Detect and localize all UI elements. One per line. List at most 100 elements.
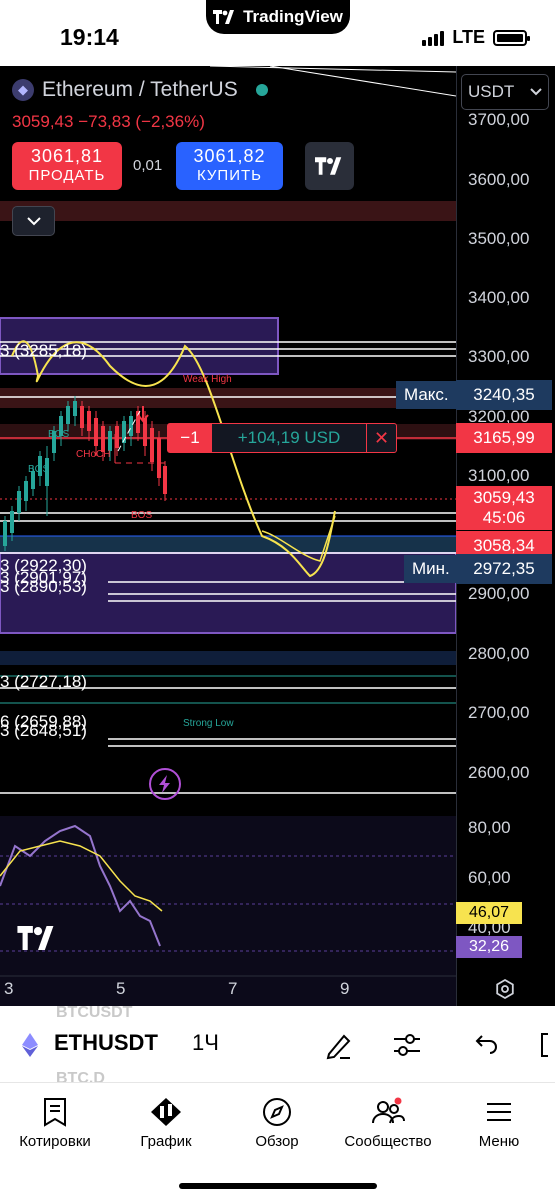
sell-price: 3061,81 (30, 146, 104, 166)
price-tick: 3600,00 (468, 170, 530, 189)
position-line[interactable]: −1 +104,19 USD ✕ (167, 423, 397, 453)
nav-quotes[interactable]: Котировки (0, 1091, 110, 1150)
nav-overview-label: Обзор (255, 1133, 299, 1150)
ethereum-icon: ◆ (12, 79, 34, 101)
quotes-icon (44, 1098, 66, 1127)
change-value: −73,83 (78, 112, 131, 131)
quote-change: 3059,43 −73,83 (−2,36%) (12, 112, 205, 132)
fullscreen-icon[interactable] (534, 1028, 555, 1062)
max-label: Макс. (396, 381, 456, 409)
bottom-nav: Котировки График Обзор Сообщество Меню (0, 1082, 555, 1172)
currency-select[interactable]: USDT (461, 74, 549, 110)
pen-icon[interactable] (322, 1028, 356, 1062)
lightning-icon[interactable] (149, 768, 181, 800)
app-pill: TradingView (206, 0, 350, 34)
chevron-down-icon (530, 88, 542, 96)
clock: 19:14 (60, 24, 119, 50)
market-open-icon (255, 84, 268, 96)
home-indicator[interactable] (179, 1183, 377, 1189)
buy-button[interactable]: 3061,82 КУПИТЬ (176, 142, 283, 190)
position-price-tag: 3165,99 (456, 423, 552, 453)
currency-label: USDT (468, 82, 515, 101)
max-price-tag: 3240,35 (456, 380, 552, 410)
last-price-tag: 3059,43 45:06 (456, 486, 552, 530)
min-price-tag: 2972,35 (456, 554, 552, 584)
compass-icon (263, 1098, 291, 1126)
time-tick: 3 (4, 979, 14, 998)
nav-overview[interactable]: Обзор (222, 1091, 332, 1150)
price-tick: 3300,00 (468, 347, 530, 366)
position-qty[interactable]: −1 (168, 424, 212, 452)
level-label: 3 (2901,97) (0, 568, 87, 587)
bos-label: BOS (48, 429, 70, 440)
status-bar: 19:14 TradingView LTE (0, 0, 555, 66)
status-indicators: LTE (422, 27, 530, 48)
time-tick: 5 (116, 979, 126, 998)
indicator-purple-tag: 32,26 (456, 936, 522, 958)
nav-menu[interactable]: Меню (444, 1091, 554, 1150)
symbol-toolbar: ETHUSDT 1Ч (0, 1024, 555, 1068)
time-tick: 7 (228, 979, 238, 998)
menu-icon (487, 1103, 511, 1121)
sell-label: ПРОДАТЬ (28, 167, 106, 184)
chevron-down-icon (26, 217, 41, 226)
level-label: 6 (2659,88) (0, 712, 87, 731)
symbol-button[interactable]: ETHUSDT (54, 1030, 158, 1055)
bar-countdown: 45:06 (482, 508, 526, 527)
buy-label: КУПИТЬ (196, 167, 262, 184)
network-label: LTE (452, 27, 485, 47)
symbol-full-name: Ethereum / TetherUS (42, 78, 238, 101)
price-tick: 2600,00 (468, 763, 530, 782)
weak-high-label: Weak High (183, 374, 232, 385)
price-tick: 3200,00 (468, 407, 530, 426)
sell-button[interactable]: 3061,81 ПРОДАТЬ (12, 142, 122, 190)
broker-button[interactable] (305, 142, 354, 190)
bottom-bar: BTCUSDT BTC.D ETHUSDT 1Ч Котировки Графи… (0, 1004, 555, 1200)
nav-chart-label: График (140, 1133, 192, 1150)
last-price-value: 3059,43 (473, 488, 535, 507)
close-icon: ✕ (373, 427, 390, 448)
tradingview-logo-icon (314, 157, 341, 175)
level-label: 3 (2890,53) (0, 577, 87, 596)
close-position-button[interactable]: ✕ (366, 424, 396, 452)
indicator-tick: 60,00 (468, 868, 511, 887)
level-label: 3 (2727,18) (0, 672, 87, 691)
bos-label: BOS (131, 510, 153, 521)
price-tick: 2700,00 (468, 703, 530, 722)
change-percent: (−2,36%) (135, 112, 205, 131)
symbol-title[interactable]: ◆ Ethereum / TetherUS (12, 78, 268, 102)
price-tick: 2900,00 (468, 584, 530, 603)
ghost-symbol-above: BTCUSDT (56, 1004, 133, 1021)
level-label: 3 (3285,18) (0, 341, 87, 360)
level-label: 3 (2648,51) (0, 721, 87, 740)
price-tick: 3400,00 (468, 288, 530, 307)
chart-icon (151, 1098, 181, 1126)
min-label: Мин. (404, 555, 456, 583)
price-tick: 3500,00 (468, 229, 530, 248)
last-price: 3059,43 (12, 112, 74, 131)
nav-menu-label: Меню (478, 1133, 520, 1150)
tradingview-logo-icon (213, 10, 235, 24)
nav-chart[interactable]: График (111, 1091, 221, 1150)
spread-value: 0,01 (133, 157, 163, 174)
buy-price: 3061,82 (193, 146, 266, 166)
chart-area[interactable]: ◆ Ethereum / TetherUS 3059,43 −73,83 (−2… (0, 66, 555, 1006)
tradingview-watermark-icon (17, 926, 54, 950)
indicator-yellow-tag: 46,07 (456, 902, 522, 924)
timeframe-button[interactable]: 1Ч (192, 1030, 219, 1055)
battery-icon (493, 29, 530, 46)
chart-settings-icon[interactable] (494, 978, 516, 1000)
strong-low-label: Strong Low (183, 718, 234, 729)
nav-community-label: Сообщество (344, 1133, 432, 1150)
collapse-button[interactable] (12, 206, 55, 236)
level-label: 3 (2922,30) (0, 556, 87, 575)
bos-label: BOS (28, 464, 50, 475)
indicator-tick: 80,00 (468, 818, 511, 837)
sliders-icon[interactable] (390, 1028, 424, 1062)
nav-community[interactable]: Сообщество (333, 1091, 443, 1150)
position-pnl: +104,19 USD (237, 428, 341, 447)
undo-icon[interactable] (468, 1028, 502, 1062)
app-pill-label: TradingView (243, 7, 343, 26)
price-tick: 3700,00 (468, 110, 530, 129)
choch-label: CHoCH (76, 449, 111, 460)
